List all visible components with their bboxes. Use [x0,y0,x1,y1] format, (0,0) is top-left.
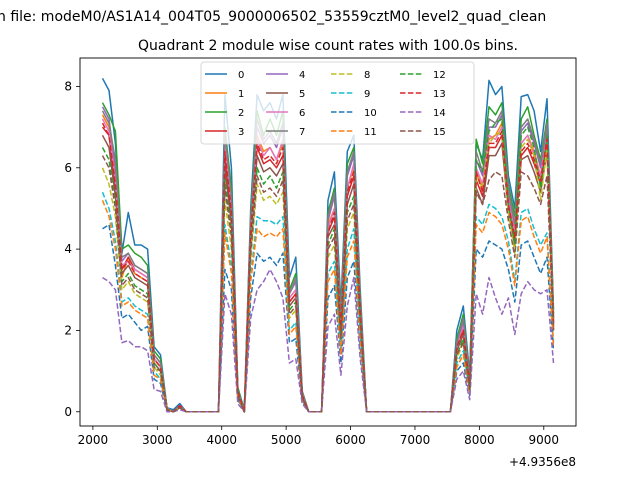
legend-label-5: 5 [299,89,305,100]
x-tick-label: 2000 [78,433,109,447]
x-tick-label: 8000 [464,433,495,447]
series-line-11 [101,200,555,413]
legend-label-4: 4 [299,70,305,81]
legend-label-9: 9 [364,89,370,100]
plot-series-group [101,77,555,413]
legend-label-15: 15 [433,127,446,138]
x-tick-label: 5000 [271,433,302,447]
series-line-7 [101,110,555,413]
series-line-14 [102,268,555,413]
x-offset-label: +4.9356e8 [509,455,576,469]
legend-label-3: 3 [238,127,244,138]
x-tick-label: 4000 [206,433,237,447]
legend-box [200,61,475,145]
figure-suptitle: n file: modeM0/AS1A14_004T05_9000006502_… [0,9,546,25]
legend-label-8: 8 [364,70,370,81]
series-line-15 [101,155,555,413]
legend-label-13: 13 [433,89,446,100]
legend-label-2: 2 [238,108,244,119]
legend-label-1: 1 [238,89,244,100]
series-line-13 [101,122,555,413]
y-tick-label: 6 [64,161,72,175]
legend-label-12: 12 [433,70,446,81]
legend-label-11: 11 [364,127,377,138]
x-tick-label: 3000 [142,433,173,447]
legend-label-0: 0 [238,70,244,81]
y-axis: 0 2 4 6 8 [64,79,80,419]
y-tick-label: 0 [64,405,72,419]
x-tick-label: 7000 [400,433,431,447]
y-tick-label: 2 [64,323,72,337]
x-tick-label: 6000 [335,433,366,447]
legend-label-14: 14 [433,108,446,119]
y-tick-label: 4 [64,242,72,256]
x-axis: 2000 3000 4000 5000 6000 7000 8000 9000 [78,426,559,447]
chart-title: Quadrant 2 module wise count rates with … [138,38,518,54]
legend-label-7: 7 [299,127,305,138]
x-tick-label: 9000 [529,433,560,447]
legend-label-10: 10 [364,108,377,119]
axes-frame [79,57,577,427]
legend-label-6: 6 [299,108,305,119]
y-tick-label: 8 [64,79,72,93]
